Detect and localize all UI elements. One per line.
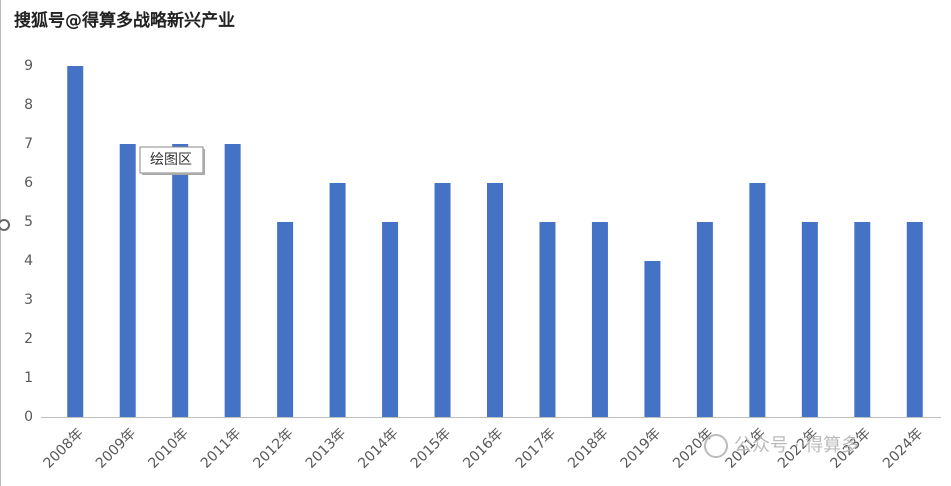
y-tick-label: 2 [24, 331, 33, 347]
watermark: 公众号 · 得算多 [734, 435, 859, 456]
x-tick-label: 2012年 [250, 425, 296, 471]
x-tick-label: 2009年 [93, 425, 139, 471]
y-tick-label: 5 [24, 214, 33, 230]
y-tick-label: 8 [24, 97, 33, 113]
bar [329, 183, 346, 417]
bar [906, 222, 923, 417]
x-tick-label: 2019年 [618, 425, 664, 471]
bar [119, 144, 136, 417]
y-tick-label: 7 [24, 136, 33, 152]
bar [591, 222, 608, 417]
y-tick-label: 9 [24, 58, 33, 74]
x-tick-label: 2024年 [880, 425, 926, 471]
bar [172, 144, 189, 417]
bar [854, 222, 871, 417]
bar [224, 144, 241, 417]
bar [644, 261, 661, 417]
chart-title: 搜狐号@得算多战略新兴产业 [14, 10, 235, 31]
tooltip-box [139, 146, 204, 174]
x-tick-label: 2008年 [40, 425, 86, 471]
bar [434, 183, 451, 417]
x-tick-label: 2011年 [198, 425, 244, 471]
x-tick-label: 2020年 [670, 425, 716, 471]
x-tick-label: 2013年 [303, 425, 349, 471]
bar [539, 222, 556, 417]
x-tick-label: 2010年 [145, 425, 191, 471]
resize-handle[interactable] [0, 219, 10, 231]
y-tick-label: 0 [24, 409, 33, 425]
watermark-icon [704, 434, 728, 458]
x-tick-label: 2018年 [565, 425, 611, 471]
bar [67, 66, 84, 417]
x-tick-label: 2016年 [460, 425, 506, 471]
bar [487, 183, 503, 417]
bar [382, 222, 399, 417]
x-tick-label: 2014年 [355, 425, 401, 471]
bar [696, 222, 713, 417]
y-tick-label: 6 [24, 175, 33, 191]
x-tick-label: 2017年 [513, 425, 559, 471]
y-tick-label: 4 [24, 253, 33, 269]
y-tick-label: 3 [24, 292, 33, 308]
bar [277, 222, 294, 417]
x-tick-label: 2015年 [408, 425, 454, 471]
tooltip-text: 绘图区 [150, 152, 192, 168]
bar [749, 183, 766, 417]
y-tick-label: 1 [24, 370, 33, 386]
bar [801, 222, 818, 417]
